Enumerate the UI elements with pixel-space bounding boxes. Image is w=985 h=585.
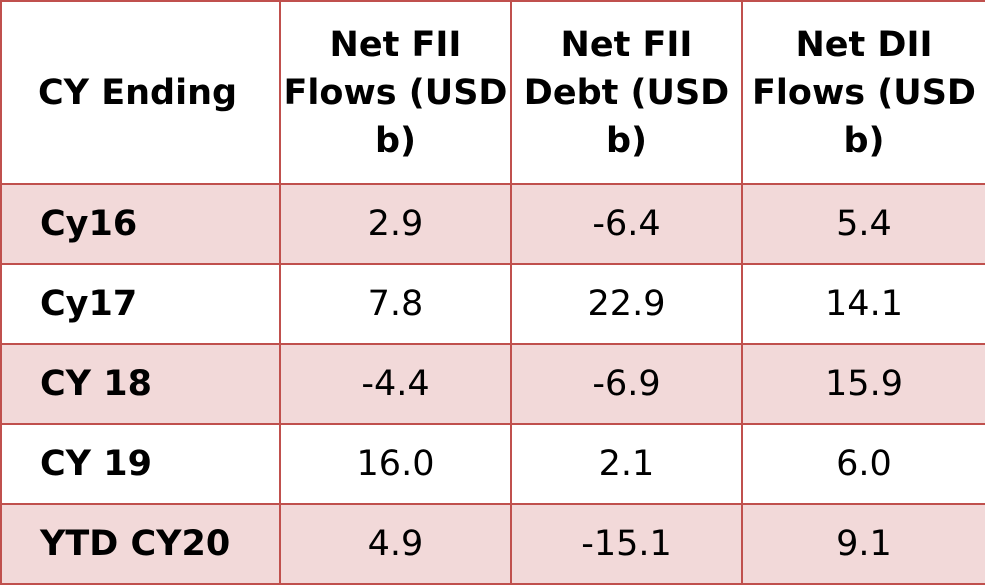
table-row: Cy17 7.8 22.9 14.1 [0,263,985,345]
cell-net-fii-flows: 4.9 [279,503,512,585]
cell-net-fii-flows: 16.0 [279,423,512,505]
cell-net-dii-flows: 15.9 [741,343,985,425]
row-label: CY 18 [0,343,281,425]
cell-net-fii-flows: 2.9 [279,183,512,265]
table-row: YTD CY20 4.9 -15.1 9.1 [0,503,985,585]
cell-net-dii-flows: 9.1 [741,503,985,585]
table-row: CY 18 -4.4 -6.9 15.9 [0,343,985,425]
header-net-dii-flows: Net DII Flows (USD b) [741,0,985,185]
table-row: Cy16 2.9 -6.4 5.4 [0,183,985,265]
table-body: Cy16 2.9 -6.4 5.4 Cy17 7.8 22.9 14.1 CY … [0,183,985,585]
row-label: Cy16 [0,183,281,265]
header-net-fii-flows: Net FII Flows (USD b) [279,0,512,185]
table-row: CY 19 16.0 2.1 6.0 [0,423,985,505]
cell-net-fii-flows: -4.4 [279,343,512,425]
cell-net-fii-debt: -6.4 [510,183,743,265]
cell-net-fii-debt: -15.1 [510,503,743,585]
header-cy-ending: CY Ending [0,0,281,185]
cell-net-fii-debt: -6.9 [510,343,743,425]
row-label: YTD CY20 [0,503,281,585]
cell-net-dii-flows: 14.1 [741,263,985,345]
header-row: CY Ending Net FII Flows (USD b) Net FII … [0,0,985,185]
cell-net-fii-flows: 7.8 [279,263,512,345]
table-header: CY Ending Net FII Flows (USD b) Net FII … [0,0,985,185]
cell-net-fii-debt: 2.1 [510,423,743,505]
cell-net-dii-flows: 6.0 [741,423,985,505]
header-net-fii-debt: Net FII Debt (USD b) [510,0,743,185]
cell-net-fii-debt: 22.9 [510,263,743,345]
row-label: Cy17 [0,263,281,345]
row-label: CY 19 [0,423,281,505]
cell-net-dii-flows: 5.4 [741,183,985,265]
